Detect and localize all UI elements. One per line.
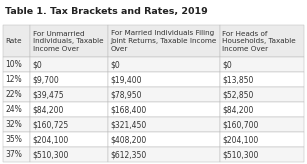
- Text: $13,850: $13,850: [222, 75, 254, 84]
- Text: $0: $0: [111, 60, 121, 69]
- Text: $39,475: $39,475: [33, 90, 64, 99]
- Bar: [108, 132, 220, 147]
- Bar: [108, 72, 220, 87]
- Bar: [220, 102, 304, 117]
- Text: 22%: 22%: [6, 90, 22, 99]
- Text: $19,400: $19,400: [111, 75, 142, 84]
- Bar: [30, 147, 108, 162]
- Text: Table 1. Tax Brackets and Rates, 2019: Table 1. Tax Brackets and Rates, 2019: [5, 7, 207, 16]
- Text: 35%: 35%: [6, 135, 22, 144]
- Bar: [30, 132, 108, 147]
- Text: $160,725: $160,725: [33, 120, 69, 129]
- Text: $84,200: $84,200: [33, 105, 64, 114]
- Text: $612,350: $612,350: [111, 150, 147, 159]
- Bar: [220, 117, 304, 132]
- Text: $168,400: $168,400: [111, 105, 147, 114]
- Text: $408,200: $408,200: [111, 135, 147, 144]
- Text: $9,700: $9,700: [33, 75, 59, 84]
- Bar: [108, 25, 220, 57]
- Bar: [220, 57, 304, 72]
- Bar: [220, 87, 304, 102]
- Bar: [220, 147, 304, 162]
- Bar: [3, 25, 30, 57]
- Text: $52,850: $52,850: [222, 90, 254, 99]
- Bar: [3, 132, 30, 147]
- Bar: [108, 57, 220, 72]
- Text: For Married Individuals Filing
Joint Returns, Taxable Income
Over: For Married Individuals Filing Joint Ret…: [111, 31, 217, 51]
- Text: 12%: 12%: [6, 75, 22, 84]
- Text: $510,300: $510,300: [222, 150, 258, 159]
- Text: 10%: 10%: [6, 60, 22, 69]
- Text: $84,200: $84,200: [222, 105, 254, 114]
- Bar: [30, 72, 108, 87]
- Bar: [3, 147, 30, 162]
- Bar: [108, 102, 220, 117]
- Bar: [3, 57, 30, 72]
- Bar: [3, 72, 30, 87]
- Text: 32%: 32%: [6, 120, 22, 129]
- Bar: [30, 102, 108, 117]
- Text: $0: $0: [33, 60, 42, 69]
- Text: For Heads of
Households, Taxable
Income Over: For Heads of Households, Taxable Income …: [222, 31, 296, 51]
- Bar: [108, 87, 220, 102]
- Bar: [220, 25, 304, 57]
- Bar: [220, 72, 304, 87]
- Text: 24%: 24%: [6, 105, 22, 114]
- Bar: [108, 147, 220, 162]
- Text: 37%: 37%: [6, 150, 22, 159]
- Bar: [30, 87, 108, 102]
- Bar: [3, 87, 30, 102]
- Bar: [30, 25, 108, 57]
- Text: $204,100: $204,100: [222, 135, 258, 144]
- Bar: [30, 117, 108, 132]
- Text: For Unmarried
Individuals, Taxable
Income Over: For Unmarried Individuals, Taxable Incom…: [33, 31, 103, 51]
- Bar: [30, 57, 108, 72]
- Bar: [3, 102, 30, 117]
- Text: $321,450: $321,450: [111, 120, 147, 129]
- Bar: [108, 117, 220, 132]
- Text: $78,950: $78,950: [111, 90, 142, 99]
- Text: $0: $0: [222, 60, 232, 69]
- Text: $510,300: $510,300: [33, 150, 69, 159]
- Bar: [220, 132, 304, 147]
- Bar: [3, 117, 30, 132]
- Text: $204,100: $204,100: [33, 135, 69, 144]
- Text: $160,700: $160,700: [222, 120, 258, 129]
- Text: Rate: Rate: [6, 38, 22, 44]
